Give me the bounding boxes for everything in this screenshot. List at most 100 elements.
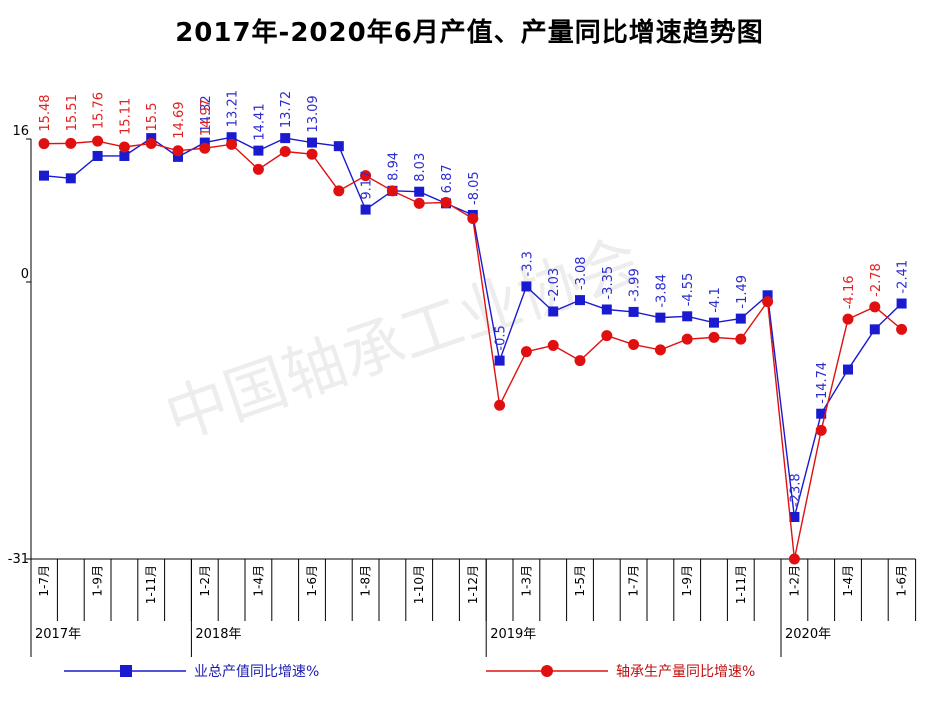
data-label: -2.78 bbox=[869, 263, 884, 297]
data-point bbox=[199, 137, 210, 148]
data-point bbox=[306, 148, 318, 160]
data-label: 6.87 bbox=[440, 164, 455, 193]
x-tick-label: 1-4月 bbox=[251, 565, 265, 597]
data-point bbox=[735, 333, 747, 345]
data-point bbox=[119, 150, 130, 161]
x-tick-label: 1-4月 bbox=[841, 565, 855, 597]
data-point bbox=[548, 306, 559, 317]
data-label: 14.41 bbox=[252, 103, 267, 140]
y-tick-label: -31 bbox=[8, 552, 29, 567]
data-label: 13.09 bbox=[306, 95, 321, 132]
data-point bbox=[654, 344, 666, 356]
data-label: -3.35 bbox=[601, 266, 616, 300]
x-tick-label: 1-2月 bbox=[787, 565, 801, 597]
data-label: -3.08 bbox=[574, 256, 589, 290]
legend-label-1: 业总产值同比增速% bbox=[194, 664, 319, 680]
data-label: 15.51 bbox=[65, 94, 80, 131]
data-point bbox=[173, 151, 183, 162]
data-point bbox=[386, 185, 398, 197]
axes: 16 0 -31 1-7月 1-9月 1-11月 1-2月 1-4月 1-6月 1-8月 1-10月… bbox=[8, 124, 917, 657]
x-tick-label: 1-2月 bbox=[198, 565, 212, 597]
data-label: 13.72 bbox=[279, 91, 294, 128]
x-tick-label: 1-11月 bbox=[144, 565, 158, 604]
data-point bbox=[682, 311, 693, 322]
data-label: -4.1 bbox=[708, 287, 723, 312]
data-label: -3.84 bbox=[654, 274, 669, 308]
data-point bbox=[118, 141, 130, 153]
data-point bbox=[199, 142, 211, 154]
data-labels: 14.32 13.21 14.41 13.72 13.09 9.17 8.94 8.03 6.8… bbox=[38, 90, 911, 507]
data-point bbox=[172, 145, 184, 157]
data-label: -1.49 bbox=[735, 275, 750, 309]
year-label: 2020年 bbox=[785, 627, 831, 642]
data-point bbox=[38, 138, 50, 150]
data-label: -23.8 bbox=[788, 473, 803, 507]
data-point bbox=[65, 137, 77, 149]
data-label: -3.99 bbox=[628, 268, 643, 302]
year-label: 2017年 bbox=[35, 627, 81, 642]
data-label: 14.32 bbox=[199, 95, 214, 132]
data-point bbox=[601, 304, 612, 315]
data-point bbox=[789, 512, 800, 522]
x-tick-label: 1-12月 bbox=[466, 565, 480, 604]
data-point bbox=[762, 290, 773, 301]
data-point bbox=[521, 281, 532, 292]
data-point bbox=[896, 298, 907, 309]
data-label: 9.17 bbox=[360, 171, 375, 200]
x-tick-label: 1-9月 bbox=[91, 565, 105, 597]
x-tick-label: 1-5月 bbox=[573, 565, 587, 597]
data-point bbox=[547, 339, 559, 351]
data-point bbox=[896, 323, 908, 335]
series-layer bbox=[38, 132, 908, 565]
data-label: 14.69 bbox=[172, 101, 187, 138]
data-point bbox=[333, 185, 345, 197]
data-point bbox=[628, 339, 640, 351]
data-label: -4.55 bbox=[681, 273, 696, 307]
data-point bbox=[709, 317, 719, 328]
chart-title: 2017年-2020年6月产值、产量同比增速趋势图 bbox=[175, 18, 764, 48]
data-point bbox=[762, 296, 774, 308]
data-point bbox=[520, 346, 532, 358]
data-label: -2.41 bbox=[896, 260, 911, 294]
data-point bbox=[628, 306, 639, 317]
data-label: -2.03 bbox=[547, 268, 562, 302]
data-label: 14.97 bbox=[199, 99, 214, 136]
y-tick-label: 16 bbox=[12, 124, 29, 139]
data-point bbox=[226, 138, 238, 150]
data-label: -8.05 bbox=[467, 171, 482, 205]
data-point bbox=[788, 553, 800, 565]
legend-marker-2 bbox=[541, 665, 553, 677]
legend-marker-1 bbox=[120, 665, 132, 677]
data-label: -3.3 bbox=[520, 251, 535, 276]
data-point bbox=[252, 163, 264, 175]
data-label: -0.5 bbox=[494, 325, 509, 350]
data-point bbox=[494, 399, 506, 411]
x-tick-label: 1-8月 bbox=[359, 565, 373, 597]
data-point bbox=[92, 150, 103, 161]
data-point bbox=[869, 301, 881, 313]
x-tick-label: 1-6月 bbox=[305, 565, 319, 597]
data-point bbox=[655, 312, 666, 323]
data-point bbox=[226, 132, 237, 143]
data-point bbox=[414, 186, 425, 197]
data-point bbox=[92, 135, 104, 147]
data-point bbox=[494, 355, 505, 366]
x-tick-label: 1-7月 bbox=[627, 565, 641, 597]
data-point bbox=[440, 196, 452, 208]
data-label: 15.11 bbox=[118, 98, 133, 135]
data-point bbox=[816, 408, 827, 419]
data-point bbox=[307, 137, 317, 148]
data-point bbox=[869, 324, 880, 335]
data-point bbox=[735, 313, 746, 324]
data-point bbox=[360, 170, 372, 182]
data-point bbox=[708, 331, 720, 343]
data-point bbox=[145, 137, 157, 149]
data-label: -4.16 bbox=[842, 276, 857, 310]
data-label: -14.74 bbox=[815, 362, 830, 404]
legend: 业总产值同比增速% 轴承生产量同比增速% bbox=[64, 664, 755, 680]
data-label: 13.21 bbox=[226, 90, 241, 127]
x-tick-label: 1-3月 bbox=[519, 565, 533, 597]
data-point bbox=[333, 141, 344, 152]
data-point bbox=[574, 355, 586, 367]
x-tick-label: 1-7月 bbox=[37, 565, 51, 597]
